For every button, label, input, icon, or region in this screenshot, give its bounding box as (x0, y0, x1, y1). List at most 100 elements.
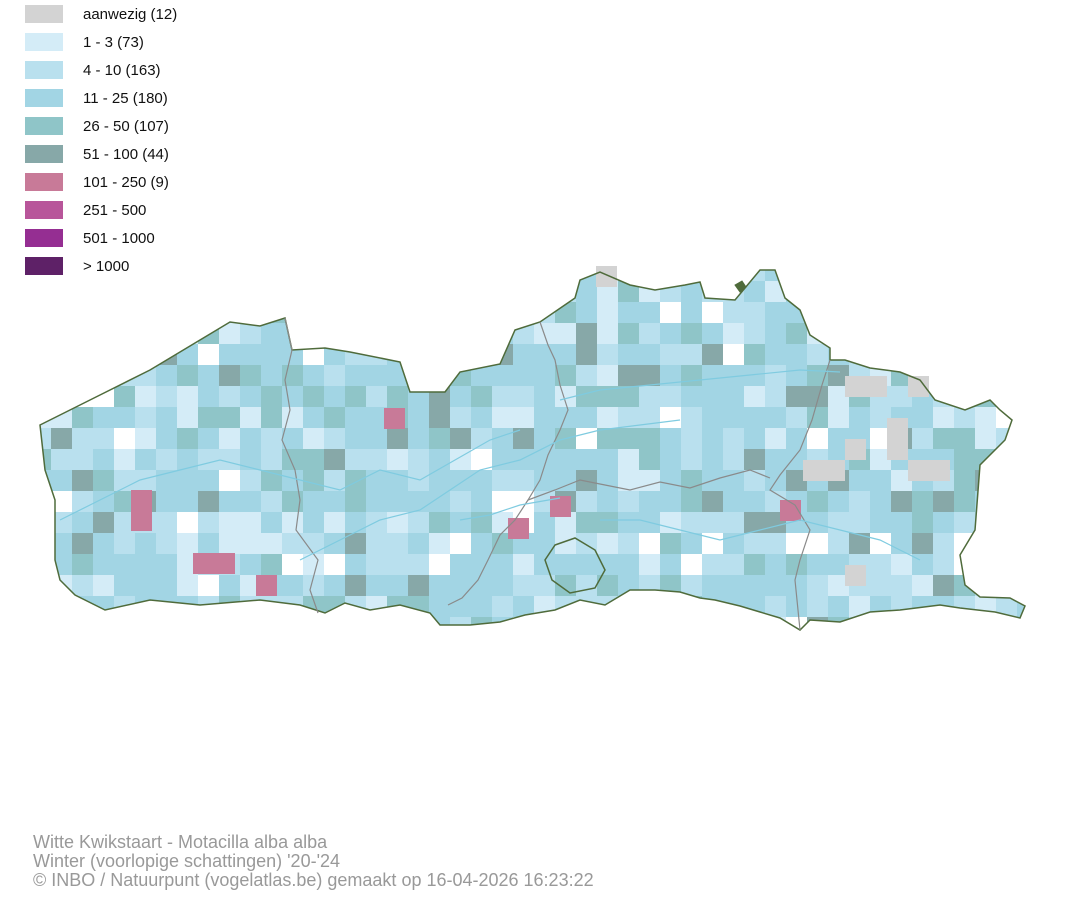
islet-shape (734, 280, 747, 293)
grid-cell (177, 470, 198, 491)
grid-cell (408, 638, 429, 659)
grid-cell (891, 575, 912, 596)
grid-cell (324, 428, 345, 449)
grid-cell (492, 302, 513, 323)
grid-cell (660, 575, 681, 596)
highlight-cell (214, 553, 235, 574)
highlight-cell (845, 439, 866, 460)
grid-cell (786, 449, 807, 470)
map-credits: Witte Kwikstaart - Motacilla alba alba W… (33, 833, 594, 890)
grid-cell (954, 491, 975, 512)
grid-cell (744, 491, 765, 512)
grid-cell (660, 386, 681, 407)
grid-cell (954, 512, 975, 533)
grid-cell (471, 323, 492, 344)
grid-cell (597, 512, 618, 533)
grid-cell (303, 491, 324, 512)
grid-cell (660, 596, 681, 617)
grid-cell (765, 554, 786, 575)
grid-cell (324, 344, 345, 365)
grid-cell (282, 344, 303, 365)
grid-cell (660, 281, 681, 302)
grid-cell (282, 638, 303, 659)
grid-cell (429, 270, 450, 281)
grid-cell (870, 449, 891, 470)
grid-cell (639, 386, 660, 407)
grid-cell (849, 533, 870, 554)
grid-cell (786, 428, 807, 449)
grid-cell (219, 638, 240, 659)
grid-cell (366, 302, 387, 323)
grid-cell (450, 302, 471, 323)
grid-cell (597, 428, 618, 449)
grid-cell (534, 554, 555, 575)
grid-cell (807, 512, 828, 533)
grid-cell (576, 470, 597, 491)
grid-cell (975, 533, 996, 554)
grid-cell (492, 449, 513, 470)
grid-cell (807, 270, 828, 281)
grid-cell (702, 323, 723, 344)
grid-cell (681, 617, 702, 630)
legend-label: 11 - 25 (180) (83, 89, 168, 107)
grid-cell (156, 365, 177, 386)
grid-cell (114, 575, 135, 596)
grid-cell (954, 386, 975, 407)
grid-cell (996, 270, 1017, 281)
highlight-cell (384, 408, 405, 429)
grid-cell (660, 470, 681, 491)
grid-cell (828, 302, 849, 323)
grid-cell (744, 575, 765, 596)
grid-cell (408, 491, 429, 512)
grid-cell (492, 575, 513, 596)
legend-swatch (25, 201, 63, 219)
grid-cell (702, 407, 723, 428)
legend-label: 101 - 250 (9) (83, 173, 169, 191)
legend-swatch (25, 5, 63, 23)
grid-cell (513, 270, 534, 281)
grid-cell (135, 281, 156, 302)
grid-cell (114, 302, 135, 323)
grid-cell (240, 470, 261, 491)
grid-cell (618, 470, 639, 491)
grid-cell (387, 270, 408, 281)
grid-cell (72, 533, 93, 554)
grid-cell (324, 386, 345, 407)
grid-cell (1017, 575, 1025, 596)
grid-cell (975, 575, 996, 596)
grid-cell (975, 407, 996, 428)
grid-cell (723, 365, 744, 386)
grid-cell (660, 554, 681, 575)
grid-cell (51, 575, 72, 596)
grid-cell (1017, 344, 1025, 365)
grid-cell (870, 512, 891, 533)
grid-cell (93, 407, 114, 428)
grid-cell (135, 575, 156, 596)
grid-cell (849, 596, 870, 617)
grid-cell (807, 491, 828, 512)
copyright-line: © INBO / Natuurpunt (vogelatlas.be) gema… (33, 870, 594, 890)
grid-cell (555, 386, 576, 407)
grid-cell (156, 323, 177, 344)
grid-cell (198, 638, 219, 659)
grid-cell (1017, 617, 1025, 630)
grid-cell (219, 575, 240, 596)
legend-swatch (25, 173, 63, 191)
grid-cell (282, 281, 303, 302)
grid-cell (492, 617, 513, 630)
grid-cell (177, 491, 198, 512)
grid-cell (177, 407, 198, 428)
grid-cell (345, 512, 366, 533)
legend-item-501-1000: 501 - 1000 (25, 224, 177, 252)
grid-cell (975, 323, 996, 344)
grid-cell (513, 449, 534, 470)
grid-cell (576, 491, 597, 512)
grid-cell (345, 407, 366, 428)
grid-cell (429, 617, 450, 630)
grid-cell (975, 428, 996, 449)
grid-cell (177, 323, 198, 344)
grid-cell (891, 554, 912, 575)
grid-cell (618, 407, 639, 428)
grid-cell (576, 302, 597, 323)
grid-cell (72, 344, 93, 365)
